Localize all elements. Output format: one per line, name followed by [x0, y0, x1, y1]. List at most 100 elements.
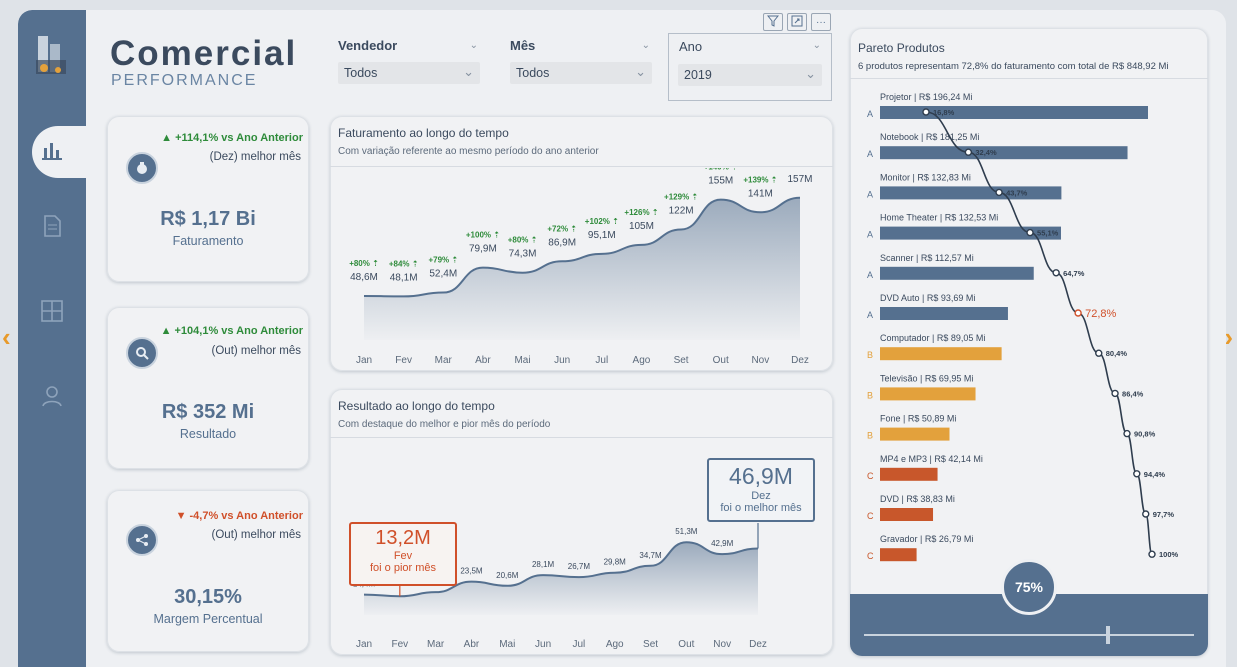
product-label: Home Theater | R$ 132,53 Mi	[880, 213, 998, 223]
report-canvas: Comercial PERFORMANCE Vendedor ⌄ Todos ⌄…	[18, 10, 1226, 667]
x-tick-label: Set	[674, 355, 689, 366]
sidebar-item-dashboard[interactable]	[32, 132, 72, 172]
visual-filter-button[interactable]	[763, 13, 783, 31]
data-label: 23,5M	[460, 567, 483, 576]
next-page-arrow[interactable]: ›	[1224, 322, 1233, 352]
revenue-chart-title: Faturamento ao longo do tempo	[338, 126, 509, 140]
pareto-slider-track[interactable]	[864, 634, 1194, 636]
more-options-button[interactable]: ···	[811, 13, 831, 31]
pareto-card: Pareto Produtos 6 produtos representam 7…	[850, 28, 1208, 656]
abc-class-label: A	[867, 189, 873, 199]
chevron-down-icon: ⌄	[641, 40, 650, 51]
x-tick-label: Jul	[595, 355, 608, 366]
x-tick-label: Abr	[475, 355, 491, 366]
cumulative-point	[922, 108, 930, 116]
revenue-chart-subtitle: Com variação referente ao mesmo período …	[338, 146, 599, 157]
cumulative-point	[1026, 228, 1034, 237]
abc-class-label: A	[867, 109, 873, 119]
cumulative-highlight-label: 72,8%	[1085, 308, 1116, 320]
data-label: 74,3M	[509, 249, 537, 260]
sidebar-item-people[interactable]	[32, 378, 72, 418]
result-chart-card: Resultado ao longo do tempo Com destaque…	[330, 389, 833, 655]
abc-class-label: C	[867, 471, 874, 481]
data-label: 95,1M	[588, 230, 616, 241]
x-tick-label: Out	[713, 355, 729, 366]
variation-label: +79% ⇡	[428, 256, 458, 265]
document-icon	[43, 214, 61, 242]
mes-select[interactable]: Todos ⌄	[510, 62, 652, 84]
cumulative-point	[1052, 269, 1060, 277]
x-tick-label: Mar	[435, 355, 453, 366]
abc-class-label: B	[867, 350, 873, 360]
filter-vendedor: Vendedor ⌄ Todos ⌄	[338, 38, 480, 84]
x-tick-label: Ago	[633, 355, 651, 366]
focus-mode-button[interactable]	[787, 13, 807, 31]
magnifier-icon	[126, 337, 158, 369]
abc-class-label: A	[867, 230, 873, 240]
pareto-slider-handle[interactable]	[1106, 626, 1110, 644]
data-label: 29,8M	[604, 558, 627, 567]
filter-vendedor-label: Vendedor	[338, 38, 398, 53]
cumulative-point	[1123, 429, 1131, 438]
abc-class-label: A	[867, 310, 873, 320]
more-options-icon: ···	[816, 16, 826, 28]
cumulative-point	[964, 148, 973, 156]
chevron-down-icon: ⌄	[805, 66, 816, 81]
pareto-chart: Projetor | R$ 196,24 Mi A Notebook | R$ 18…	[867, 92, 1179, 562]
ano-select-value: 2019	[684, 68, 712, 82]
focus-mode-icon	[791, 15, 803, 30]
product-label: Gravador | R$ 26,79 Mi	[880, 534, 973, 544]
money-bag-icon	[126, 152, 158, 184]
data-label: 52,4M	[429, 269, 457, 280]
sidebar-item-reports[interactable]	[32, 208, 72, 248]
kpi-delta: ▲ +114,1% vs Ano Anterior	[161, 132, 303, 144]
cumulative-label: 90,8%	[1134, 430, 1156, 439]
page-subtitle: PERFORMANCE	[111, 72, 258, 89]
x-tick-label: Jun	[554, 355, 570, 366]
result-chart-subtitle: Com destaque do melhor e pior mês do per…	[338, 419, 551, 430]
page-title: Comercial	[110, 34, 298, 73]
variation-label: +149% ⇡	[704, 168, 738, 172]
prev-page-arrow[interactable]: ‹	[2, 322, 11, 352]
abc-class-label: C	[867, 511, 874, 521]
product-label: MP4 e MP3 | R$ 42,14 Mi	[880, 454, 983, 464]
abc-class-label: A	[867, 270, 873, 280]
sidebar-item-layout[interactable]	[32, 293, 72, 333]
data-label: 28,1M	[532, 560, 555, 569]
x-tick-label: Mai	[499, 639, 515, 650]
chevron-down-icon: ⌄	[635, 64, 646, 79]
kpi-best-month: (Dez) melhor mês	[209, 151, 301, 163]
data-label: 155M	[708, 176, 733, 187]
worst-month-value: 13,2M	[375, 527, 431, 549]
worst-month-name: Fev	[393, 550, 413, 562]
product-label: Projetor | R$ 196,24 Mi	[880, 92, 972, 102]
cumulative-point	[1111, 389, 1119, 398]
abc-class-label: B	[867, 390, 873, 400]
kpi-delta: ▲ +104,1% vs Ano Anterior	[160, 325, 303, 337]
result-series-line	[363, 541, 759, 598]
variation-label: +139% ⇡	[743, 175, 777, 184]
data-label: 122M	[669, 205, 694, 216]
x-tick-label: Jul	[573, 639, 586, 650]
pareto-bar	[880, 146, 1128, 160]
cumulative-label: 32,4%	[975, 148, 997, 157]
filter-mes-label: Mês	[510, 38, 536, 53]
data-label: 20,6M	[496, 571, 519, 580]
variation-label: +129% ⇡	[664, 192, 698, 201]
kpi-best-month: (Out) melhor mês	[211, 345, 301, 357]
variation-label: +100% ⇡	[466, 231, 500, 240]
vendedor-select[interactable]: Todos ⌄	[338, 62, 480, 84]
x-tick-label: Dez	[749, 639, 767, 650]
data-label: 42,9M	[711, 539, 734, 548]
chevron-down-icon: ⌄	[812, 40, 821, 51]
pareto-bar	[880, 186, 1062, 200]
best-month-value: 46,9M	[729, 463, 793, 489]
x-tick-label: Fev	[391, 639, 408, 650]
result-area-fill	[364, 542, 758, 615]
best-month-callout: 46,9M Dez foi o melhor mês	[707, 458, 815, 522]
data-label: 51,3M	[675, 527, 698, 536]
x-tick-label: Jan	[356, 639, 372, 650]
ano-select[interactable]: 2019 ⌄	[678, 64, 822, 86]
sidebar-active-highlight	[32, 126, 92, 178]
bar-chart-icon	[42, 140, 62, 165]
